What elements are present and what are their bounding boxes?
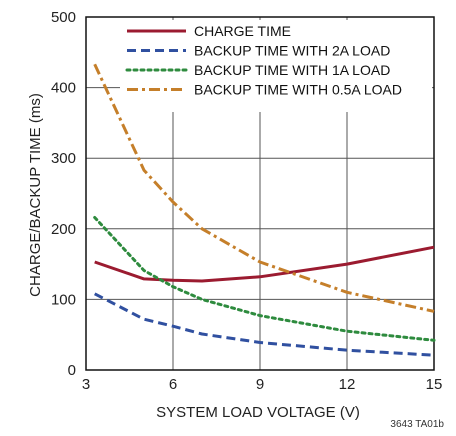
legend-label-2: BACKUP TIME WITH 1A LOAD: [194, 62, 390, 78]
x-tick-label-0: 3: [82, 376, 90, 393]
x-tick-label-1: 6: [169, 376, 177, 393]
legend-label-0: CHARGE TIME: [194, 23, 291, 39]
y-tick-label-5: 500: [51, 9, 76, 26]
y-tick-label-3: 300: [51, 150, 76, 167]
y-tick-label-1: 100: [51, 291, 76, 308]
series-line-3: [93, 63, 435, 313]
series-layer: [93, 63, 436, 357]
series-line-0: [94, 245, 435, 283]
x-tick-label-2: 9: [256, 376, 264, 393]
series-line-1: [94, 292, 435, 357]
series-line-2: [93, 216, 436, 342]
figure-id-note: 3643 TA01b: [390, 419, 444, 430]
tick-labels: 3 6 9 12 15 0 100 200 300 400 500: [51, 9, 442, 393]
legend-label-1: BACKUP TIME WITH 2A LOAD: [194, 43, 390, 59]
y-tick-label-0: 0: [68, 362, 76, 379]
x-tick-label-3: 12: [339, 376, 356, 393]
y-tick-label-2: 200: [51, 221, 76, 238]
plot-frame: [85, 16, 435, 371]
y-axis-label: CHARGE/BACKUP TIME (ms): [27, 93, 44, 297]
legend-label-3: BACKUP TIME WITH 0.5A LOAD: [194, 82, 402, 98]
x-tick-label-4: 15: [426, 376, 443, 393]
x-axis-label: SYSTEM LOAD VOLTAGE (V): [156, 404, 360, 421]
legend: CHARGE TIME BACKUP TIME WITH 2A LOAD BACKU…: [120, 20, 432, 112]
y-tick-label-4: 400: [51, 80, 76, 97]
legend-background: [120, 20, 432, 112]
